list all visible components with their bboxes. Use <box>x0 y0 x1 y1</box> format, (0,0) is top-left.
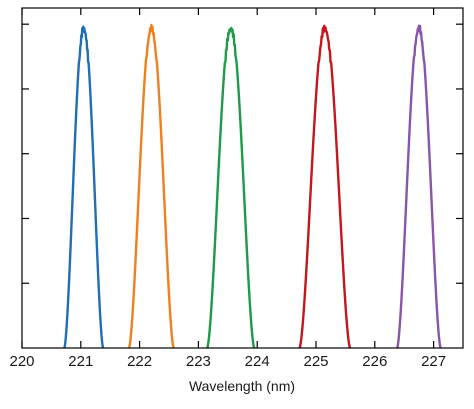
spectral-peak-line <box>206 26 256 349</box>
x-axis-tick-labels: 220 221 222 223 224 225 226 227 <box>9 353 446 370</box>
spectral-peak-line <box>63 25 105 349</box>
series-layer <box>63 23 442 349</box>
x-tick-label: 225 <box>303 353 328 370</box>
x-tick-label: 221 <box>68 353 93 370</box>
x-tick-label: 227 <box>421 353 446 370</box>
x-tick-label: 226 <box>362 353 387 370</box>
x-tick-label: 223 <box>186 353 211 370</box>
plot-frame <box>21 7 464 349</box>
x-tick-label: 220 <box>9 353 34 370</box>
spectral-peak-line <box>127 23 175 349</box>
y-axis-ticks <box>22 23 463 284</box>
x-axis-ticks <box>21 8 435 348</box>
x-tick-label: 224 <box>245 353 270 370</box>
spectral-peak-line <box>395 24 442 349</box>
spectral-peak-line <box>298 24 352 349</box>
x-tick-label: 222 <box>127 353 152 370</box>
x-axis-title: Wavelength (nm) <box>189 378 295 394</box>
